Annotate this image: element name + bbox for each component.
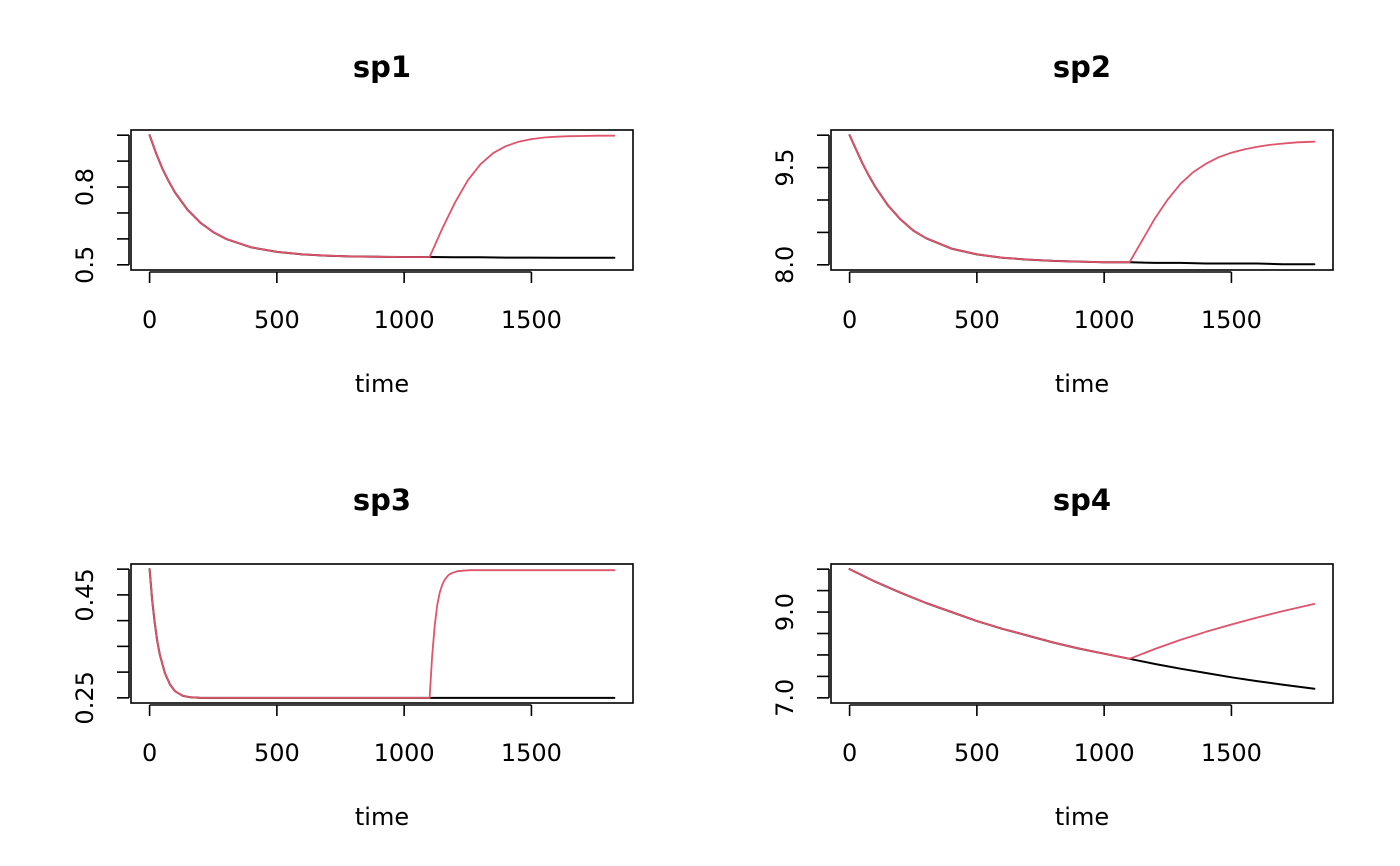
plot-frame xyxy=(830,563,1334,704)
series-line-baseline xyxy=(848,568,1316,690)
x-tick-label: 1000 xyxy=(374,306,435,334)
x-axis-label: time xyxy=(355,370,409,398)
x-tick-label: 1000 xyxy=(1074,739,1135,767)
y-tick-label: 7.0 xyxy=(771,679,799,717)
x-axis-label: time xyxy=(1055,803,1109,831)
x-tick-label: 1500 xyxy=(1201,306,1262,334)
series-line-baseline xyxy=(148,134,616,259)
chart-panel-sp1: sp1 0 500 1000 1500 0.5 0.8 time xyxy=(71,50,634,398)
plot-frame xyxy=(830,129,1334,271)
x-tick-label: 0 xyxy=(142,306,157,334)
x-tick-label: 500 xyxy=(254,306,300,334)
chart-panel-sp4: sp4 0 500 1000 1500 7.0 9.0 time xyxy=(771,483,1334,831)
x-tick-label: 0 xyxy=(842,306,857,334)
chart-title: sp3 xyxy=(353,483,411,517)
plot-frame xyxy=(130,129,634,271)
y-tick-label: 0.45 xyxy=(71,568,99,621)
series-line-scenario xyxy=(848,568,1316,660)
chart-panel-sp3: sp3 0 500 1000 1500 0.25 0.45 time xyxy=(71,483,634,831)
x-tick-label: 1500 xyxy=(501,739,562,767)
chart-panel-sp2: sp2 0 500 1000 1500 8.0 9.5 time xyxy=(771,50,1334,398)
y-tick-label: 0.8 xyxy=(71,168,99,206)
x-tick-label: 500 xyxy=(954,739,1000,767)
series-line-baseline xyxy=(848,134,1316,266)
x-tick-label: 0 xyxy=(842,739,857,767)
x-tick-label: 500 xyxy=(954,306,1000,334)
x-tick-label: 1000 xyxy=(374,739,435,767)
x-axis-label: time xyxy=(1055,370,1109,398)
series-line-scenario xyxy=(148,568,616,699)
x-tick-label: 0 xyxy=(142,739,157,767)
x-tick-label: 500 xyxy=(254,739,300,767)
chart-title: sp4 xyxy=(1053,483,1111,517)
chart-title: sp1 xyxy=(353,50,411,84)
series-line-scenario xyxy=(848,134,1316,264)
y-tick-label: 9.5 xyxy=(771,149,799,187)
y-tick-label: 9.0 xyxy=(771,593,799,631)
x-tick-label: 1500 xyxy=(1201,739,1262,767)
y-tick-label: 0.25 xyxy=(71,671,99,724)
x-tick-label: 1000 xyxy=(1074,306,1135,334)
series-line-baseline xyxy=(148,568,616,699)
x-tick-label: 1500 xyxy=(501,306,562,334)
series-line-scenario xyxy=(148,134,616,258)
y-tick-label: 8.0 xyxy=(771,246,799,284)
plot-frame xyxy=(130,563,634,704)
chart-title: sp2 xyxy=(1053,50,1111,84)
y-tick-label: 0.5 xyxy=(71,246,99,284)
x-axis-label: time xyxy=(355,803,409,831)
